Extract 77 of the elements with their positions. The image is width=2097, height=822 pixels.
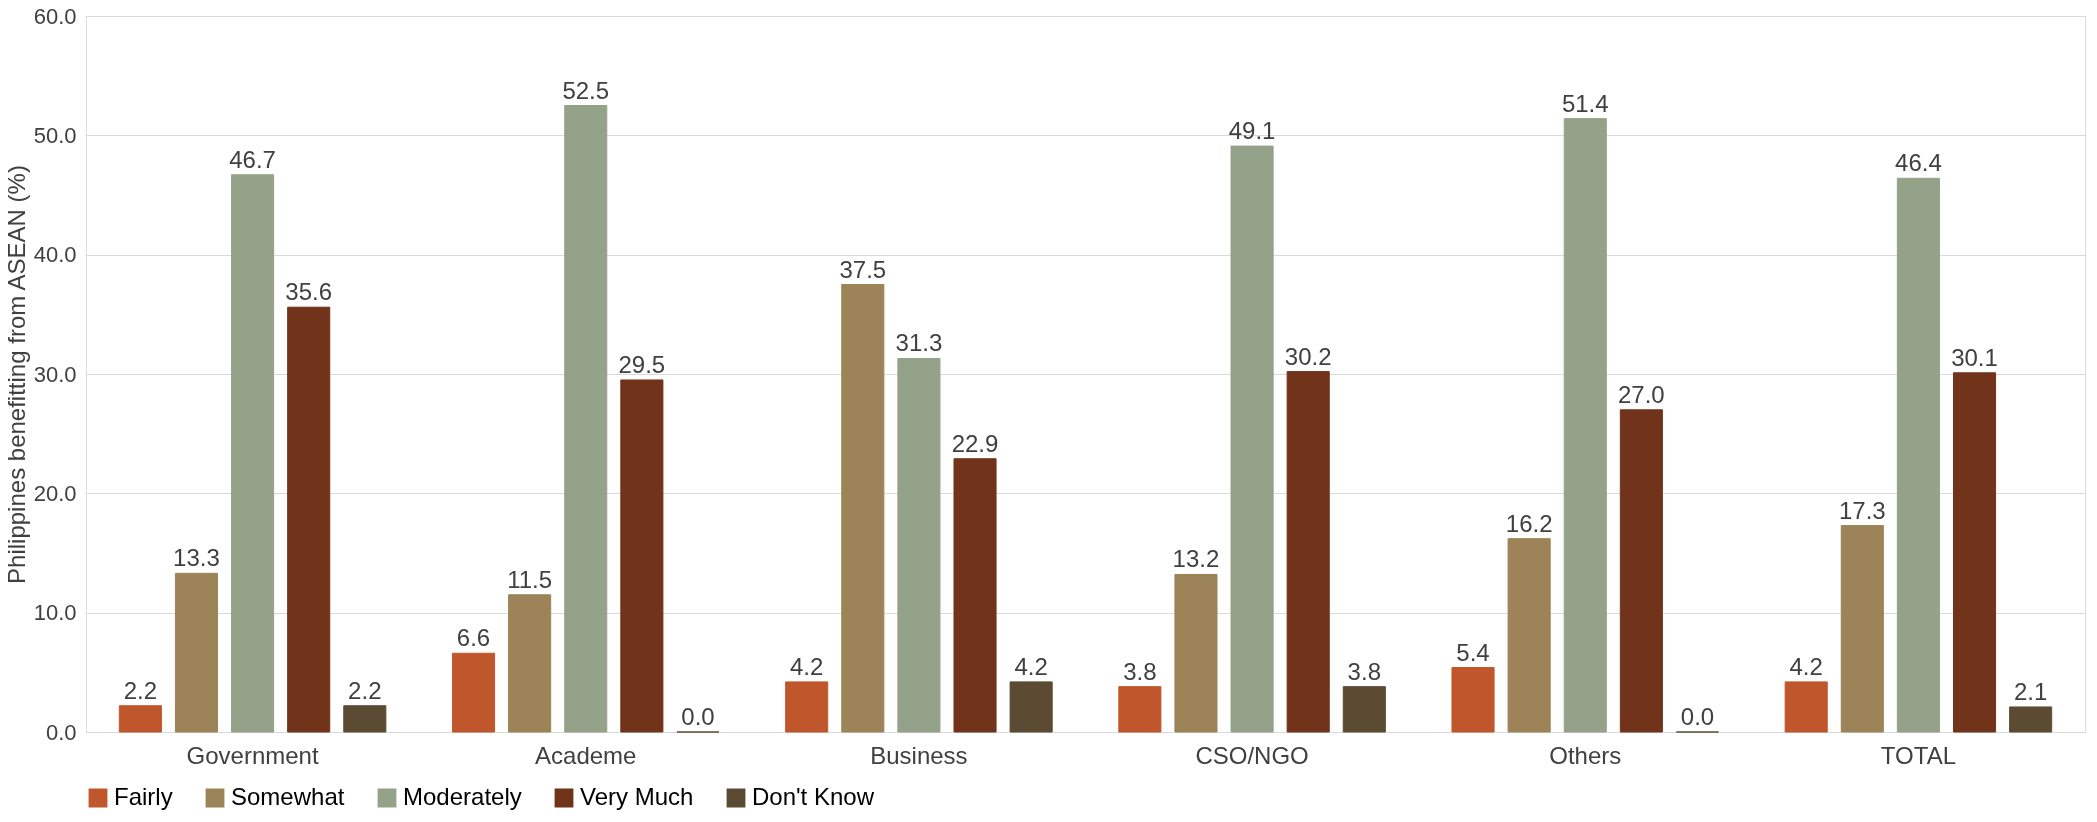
data-label: 16.2	[1505, 509, 1553, 537]
bar	[1174, 573, 1218, 733]
bar	[2009, 706, 2053, 733]
bar	[231, 174, 275, 733]
bar	[508, 594, 552, 733]
legend-label: Very Much	[580, 783, 694, 810]
x-tick-label: TOTAL	[1880, 741, 1956, 769]
bar	[1118, 686, 1162, 733]
data-label: 37.5	[839, 255, 887, 283]
x-tick-label: Business	[870, 741, 968, 769]
bar	[1840, 525, 1884, 733]
data-label: 3.8	[1347, 657, 1381, 685]
y-axis-title: Philippines benefitting from ASEAN (%)	[2, 165, 30, 584]
data-label: 3.8	[1123, 657, 1157, 685]
bar	[620, 379, 664, 733]
data-label: 30.2	[1284, 342, 1332, 370]
bar	[1009, 681, 1053, 733]
legend-label: Fairly	[114, 783, 173, 810]
data-label: 4.2	[1789, 652, 1823, 680]
x-tick-label: Others	[1549, 741, 1622, 769]
data-label: 46.4	[1895, 149, 1942, 177]
data-label: 51.4	[1561, 89, 1609, 117]
bar	[1563, 118, 1607, 733]
data-label: 22.9	[951, 429, 999, 457]
data-label: 46.7	[229, 145, 276, 173]
bar	[1896, 177, 1940, 733]
bar	[953, 458, 997, 733]
bar	[1952, 372, 1997, 733]
x-tick-label: Government	[186, 741, 319, 769]
y-tick-label: 30.0	[33, 361, 77, 387]
data-label: 31.3	[895, 329, 943, 357]
y-tick-label: 0.0	[45, 719, 77, 745]
bar	[1342, 686, 1386, 733]
data-label: 30.1	[1951, 343, 1998, 371]
bar	[897, 357, 941, 733]
data-label: 5.4	[1456, 638, 1490, 666]
bar	[1619, 409, 1663, 733]
x-tick-label: Academe	[535, 741, 637, 769]
data-label: 13.2	[1172, 545, 1220, 573]
bar	[1451, 667, 1495, 733]
bar	[174, 572, 219, 733]
x-tick-label: CSO/NGO	[1195, 741, 1309, 769]
data-label: 4.2	[790, 652, 824, 680]
data-label: 2.1	[2013, 677, 2048, 705]
bar	[841, 284, 885, 733]
data-label: 6.6	[456, 624, 491, 652]
data-label: 29.5	[618, 350, 666, 378]
y-tick-label: 50.0	[33, 122, 77, 148]
bar	[287, 306, 331, 733]
y-tick-label: 60.0	[33, 3, 77, 29]
y-tick-label: 20.0	[33, 480, 77, 506]
data-label: 4.2	[1014, 652, 1048, 680]
legend-label: Moderately	[403, 783, 522, 810]
data-label: 13.3	[173, 544, 220, 572]
bar	[1286, 371, 1330, 733]
y-tick-label: 40.0	[33, 242, 77, 268]
data-label: 2.2	[123, 676, 158, 704]
data-label: 52.5	[562, 76, 610, 104]
bar	[785, 681, 829, 733]
data-label: 49.1	[1228, 117, 1276, 145]
bar	[1507, 538, 1551, 733]
data-label: 11.5	[507, 565, 553, 593]
bar	[564, 105, 608, 733]
bar	[1230, 145, 1274, 733]
data-label: 27.0	[1618, 380, 1665, 408]
bar	[451, 652, 496, 733]
y-tick-label: 10.0	[33, 600, 77, 626]
data-label: 35.6	[285, 278, 333, 306]
legend-label: Somewhat	[231, 783, 345, 810]
bar	[1784, 681, 1828, 733]
data-label: 0.0	[681, 703, 715, 730]
bar	[118, 705, 162, 733]
data-label: 2.2	[348, 676, 382, 704]
data-label: 0.0	[1680, 703, 1715, 730]
bar	[343, 705, 387, 733]
legend-label: Don't Know	[752, 783, 875, 810]
data-label: 17.3	[1838, 496, 1886, 524]
